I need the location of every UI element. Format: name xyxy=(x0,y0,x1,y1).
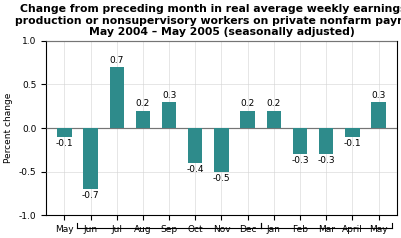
Bar xyxy=(214,128,229,172)
Bar xyxy=(319,128,333,154)
Bar xyxy=(57,128,72,137)
Bar xyxy=(109,67,124,128)
Bar xyxy=(188,128,203,163)
Bar xyxy=(293,128,307,154)
Text: -0.1: -0.1 xyxy=(56,139,73,148)
Title: Change from preceding month in real average weekly earnings of
production or non: Change from preceding month in real aver… xyxy=(15,4,401,37)
Text: -0.7: -0.7 xyxy=(82,191,99,200)
Bar xyxy=(83,128,98,189)
Text: 0.3: 0.3 xyxy=(371,91,386,100)
Text: 0.7: 0.7 xyxy=(109,56,124,65)
Y-axis label: Percent change: Percent change xyxy=(4,93,13,163)
Text: 0.2: 0.2 xyxy=(241,99,255,109)
Bar xyxy=(345,128,360,137)
Text: -0.3: -0.3 xyxy=(317,156,335,165)
Bar xyxy=(371,102,386,128)
Bar xyxy=(162,102,176,128)
Bar xyxy=(241,111,255,128)
Text: -0.5: -0.5 xyxy=(213,174,230,183)
Text: 0.2: 0.2 xyxy=(267,99,281,109)
Text: -0.3: -0.3 xyxy=(291,156,309,165)
Text: 0.2: 0.2 xyxy=(136,99,150,109)
Text: -0.4: -0.4 xyxy=(186,165,204,174)
Bar xyxy=(267,111,281,128)
Text: 0.3: 0.3 xyxy=(162,91,176,100)
Bar xyxy=(136,111,150,128)
Text: -0.1: -0.1 xyxy=(344,139,361,148)
